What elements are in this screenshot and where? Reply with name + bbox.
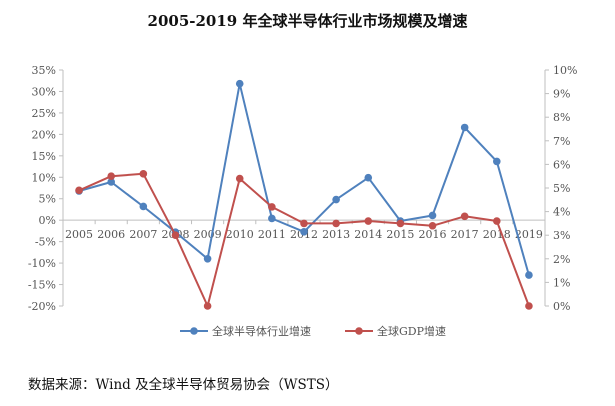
left-axis-tick-label: -5% <box>35 236 56 249</box>
series-1-point <box>235 79 244 88</box>
series-2-point <box>428 221 437 230</box>
series-2 <box>75 170 533 310</box>
series-1-point <box>364 173 373 182</box>
right-axis-tick-label: 2% <box>553 253 570 266</box>
x-axis-tick-label: 2013 <box>322 228 350 241</box>
left-axis-tick-label: 30% <box>32 85 56 98</box>
series-2-point <box>107 172 115 180</box>
right-axis-tick-label: 10% <box>553 64 577 77</box>
series-2-point <box>75 186 83 195</box>
left-axis-tick-label: -10% <box>28 257 56 270</box>
x-axis-tick-label: 2011 <box>258 228 286 241</box>
x-axis-tick-label: 2005 <box>65 228 93 241</box>
right-axis-tick-label: 6% <box>553 158 570 171</box>
legend-item-1: 全球半导体行业增速 <box>180 324 311 338</box>
series-1 <box>75 79 533 279</box>
series-1-point <box>268 214 276 223</box>
right-axis-tick-label: 7% <box>553 135 570 148</box>
x-axis-tick-label: 2019 <box>515 228 543 241</box>
series-2-point <box>396 219 405 228</box>
series-2-point <box>300 219 308 228</box>
legend: 全球半导体行业增速 全球GDP增速 <box>180 324 446 338</box>
x-axis-tick-label: 2014 <box>354 228 382 241</box>
series-2-point <box>139 170 148 178</box>
x-axis-tick-label: 2009 <box>194 228 222 241</box>
series-1-point <box>139 202 148 211</box>
right-axis-tick-label: 1% <box>553 276 570 289</box>
series-1-point <box>460 123 469 132</box>
left-axis-tick-label: 25% <box>32 107 56 120</box>
series-2-point <box>332 219 340 228</box>
legend-item-2: 全球GDP增速 <box>345 324 446 338</box>
chart-title: 2005-2019 年全球半导体行业市场规模及增速 <box>147 12 468 30</box>
left-axis-tick-label: 15% <box>32 150 56 163</box>
legend-swatch-marker <box>190 327 198 335</box>
legend-label: 全球半导体行业增速 <box>212 324 311 338</box>
right-axis-tick-label: 4% <box>553 206 570 219</box>
left-axis-tick-label: 20% <box>32 128 56 141</box>
series-1-point <box>525 271 533 279</box>
legend-label: 全球GDP增速 <box>377 324 446 338</box>
series-1-point <box>332 195 340 204</box>
series-1-point <box>300 227 308 236</box>
source-note: 数据来源：Wind 及全球半导体贸易协会（WSTS） <box>28 377 339 393</box>
right-axis-tick-label: 8% <box>553 111 570 124</box>
left-axis-tick-label: 35% <box>32 64 56 77</box>
left-axis-tick-label: 5% <box>39 193 56 206</box>
x-axis-tick-label: 2018 <box>483 228 511 241</box>
left-axis-tick-label: -15% <box>28 279 56 292</box>
x-axis-tick-label: 2010 <box>226 228 254 241</box>
series-1-point <box>428 211 437 220</box>
right-axis-tick-label: 3% <box>553 229 570 242</box>
series-1-point <box>203 254 212 263</box>
x-axis-tick-label: 2017 <box>451 228 479 241</box>
series-2-point <box>493 217 501 225</box>
x-axis-tick-label: 2016 <box>419 228 447 241</box>
series-2-point <box>525 302 533 310</box>
series-2-point <box>460 212 469 221</box>
left-axis-tick-label: 10% <box>32 171 56 184</box>
series-2-point <box>235 174 244 183</box>
axes-layer: -20% -15% -10% -5% 0% 5% 10% 15% 20% 25% 30% 35% 0% 1… <box>28 64 578 313</box>
right-axis-tick-label: 5% <box>553 182 570 195</box>
series-2-point <box>171 231 180 239</box>
right-axis-tick-label: 9% <box>553 88 570 101</box>
left-axis-tick-label: 0% <box>39 214 56 227</box>
legend-swatch-marker <box>355 327 363 335</box>
left-axis-tick-label: -20% <box>28 300 56 313</box>
series-2-point <box>203 302 212 310</box>
series-2-point <box>364 217 373 225</box>
x-axis-tick-label: 2007 <box>129 228 157 241</box>
series-layer <box>75 79 533 310</box>
series-2-point <box>268 203 276 211</box>
x-axis-tick-label: 2015 <box>386 228 414 241</box>
series-1-point <box>493 157 501 166</box>
right-axis-tick-label: 0% <box>553 300 570 313</box>
series-1-point <box>107 178 115 186</box>
x-axis-tick-label: 2006 <box>97 228 125 241</box>
